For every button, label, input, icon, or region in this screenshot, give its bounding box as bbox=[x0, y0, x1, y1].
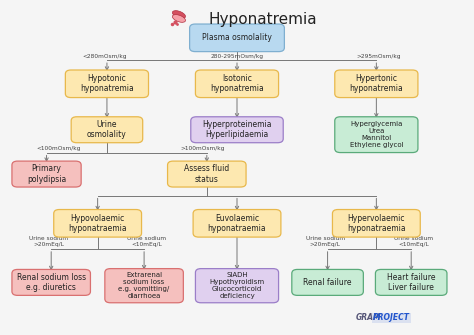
Text: SIADH
Hypothyroidism
Glucocorticoid
deficiency: SIADH Hypothyroidism Glucocorticoid defi… bbox=[210, 272, 264, 299]
FancyBboxPatch shape bbox=[195, 70, 279, 97]
Text: Plasma osmolality: Plasma osmolality bbox=[202, 33, 272, 42]
Text: Urine
osmolality: Urine osmolality bbox=[87, 120, 127, 139]
FancyBboxPatch shape bbox=[71, 117, 143, 143]
Text: Heart failure
Liver failure: Heart failure Liver failure bbox=[387, 273, 436, 292]
FancyBboxPatch shape bbox=[105, 269, 183, 303]
FancyBboxPatch shape bbox=[65, 70, 148, 97]
Text: Hyperglycemia
Urea
Mannitol
Ethylene glycol: Hyperglycemia Urea Mannitol Ethylene gly… bbox=[349, 121, 403, 148]
Text: Hyponatremia: Hyponatremia bbox=[208, 11, 317, 26]
Ellipse shape bbox=[173, 15, 185, 22]
FancyBboxPatch shape bbox=[12, 161, 81, 187]
Text: 280-295mOsm/kg: 280-295mOsm/kg bbox=[210, 54, 264, 59]
Text: Euvolaemic
hyponatraemia: Euvolaemic hyponatraemia bbox=[208, 214, 266, 233]
Text: Hypovolaemic
hyponatraemia: Hypovolaemic hyponatraemia bbox=[68, 214, 127, 233]
Text: Renal failure: Renal failure bbox=[303, 278, 352, 287]
Text: <280mOsm/kg: <280mOsm/kg bbox=[82, 54, 127, 59]
FancyBboxPatch shape bbox=[12, 269, 91, 295]
Text: Assess fluid
status: Assess fluid status bbox=[184, 164, 229, 184]
FancyBboxPatch shape bbox=[54, 209, 142, 237]
Text: Hyperproteinemia
Hyperlipidaemia: Hyperproteinemia Hyperlipidaemia bbox=[202, 120, 272, 139]
Text: <100mOsm/kg: <100mOsm/kg bbox=[36, 146, 81, 151]
FancyBboxPatch shape bbox=[193, 209, 281, 237]
Text: Hypervolaemic
hyponatraemia: Hypervolaemic hyponatraemia bbox=[347, 214, 406, 233]
Text: Urine sodium
>20mEq/L: Urine sodium >20mEq/L bbox=[306, 237, 345, 247]
FancyBboxPatch shape bbox=[191, 117, 283, 143]
FancyBboxPatch shape bbox=[375, 269, 447, 295]
FancyBboxPatch shape bbox=[335, 117, 418, 152]
Text: Primary
polydipsia: Primary polydipsia bbox=[27, 164, 66, 184]
FancyBboxPatch shape bbox=[195, 269, 279, 303]
Text: GRAM: GRAM bbox=[356, 314, 381, 323]
Text: >295mOsm/kg: >295mOsm/kg bbox=[356, 54, 401, 59]
FancyBboxPatch shape bbox=[167, 161, 246, 187]
Text: Extrarenal
sodium loss
e.g. vomitting/
diarrhoea: Extrarenal sodium loss e.g. vomitting/ d… bbox=[118, 272, 170, 299]
Text: Urine sodium
<10mEq/L: Urine sodium <10mEq/L bbox=[127, 237, 166, 247]
Text: Hypertonic
hyponatremia: Hypertonic hyponatremia bbox=[349, 74, 403, 93]
Text: >100mOsm/kg: >100mOsm/kg bbox=[180, 146, 224, 151]
FancyBboxPatch shape bbox=[190, 24, 284, 52]
Text: Renal sodium loss
e.g. diuretics: Renal sodium loss e.g. diuretics bbox=[17, 273, 86, 292]
FancyBboxPatch shape bbox=[335, 70, 418, 97]
Text: Isotonic
hyponatremia: Isotonic hyponatremia bbox=[210, 74, 264, 93]
FancyBboxPatch shape bbox=[332, 209, 420, 237]
Text: PROJECT: PROJECT bbox=[373, 314, 410, 323]
FancyBboxPatch shape bbox=[292, 269, 364, 295]
Text: Urine sodium
<10mEq/L: Urine sodium <10mEq/L bbox=[394, 237, 433, 247]
Ellipse shape bbox=[173, 11, 185, 18]
Text: Urine sodium
>20mEq/L: Urine sodium >20mEq/L bbox=[29, 237, 68, 247]
Text: Hypotonic
hyponatremia: Hypotonic hyponatremia bbox=[80, 74, 134, 93]
